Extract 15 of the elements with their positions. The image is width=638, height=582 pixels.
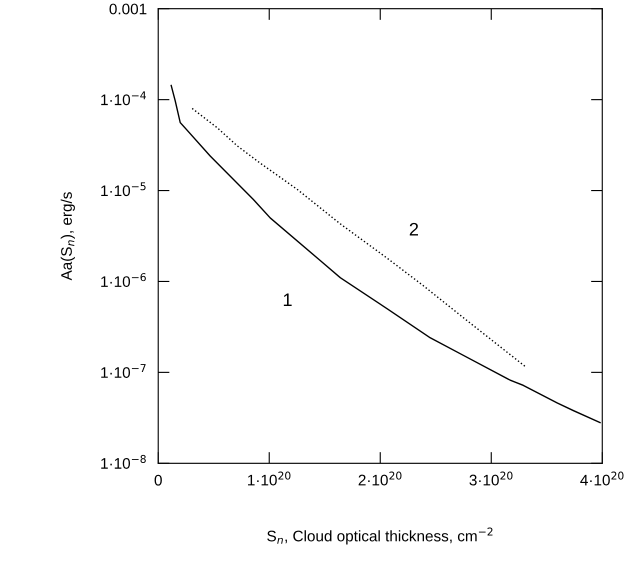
- x-tick-label: 1·10$^{20}$: [248, 472, 290, 486]
- y-tick-label: 1·10$^{−6}$: [101, 273, 146, 288]
- y-axis-title: Aa(S$_{n}$), erg/s: [60, 192, 75, 280]
- y-tick-label: 1·10$^{−5}$: [101, 182, 146, 196]
- x-axis-title: S$_{n}$, Cloud optical thickness, cm$^{−2}$: [267, 528, 492, 544]
- x-tick-label: 3·10$^{20}$: [469, 472, 512, 486]
- x-tick-label: 2·10$^{20}$: [358, 472, 402, 486]
- x-tick-label: 0: [154, 474, 162, 486]
- y-tick-label: 1·10$^{−4}$: [101, 91, 146, 106]
- series-label: 2: [410, 222, 418, 236]
- y-tick-label: 1·10$^{−8}$: [101, 454, 146, 469]
- text: 1: [284, 294, 292, 306]
- x-tick-label: 4·10$^{20}$: [580, 472, 624, 486]
- y-tick-label: 0.001: [109, 4, 146, 14]
- y-tick-label: 1·10$^{−7}$: [101, 364, 146, 378]
